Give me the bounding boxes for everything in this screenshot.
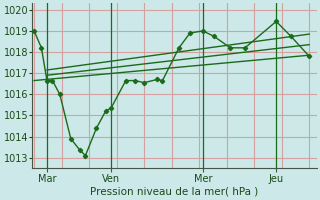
- X-axis label: Pression niveau de la mer( hPa ): Pression niveau de la mer( hPa ): [90, 187, 259, 197]
